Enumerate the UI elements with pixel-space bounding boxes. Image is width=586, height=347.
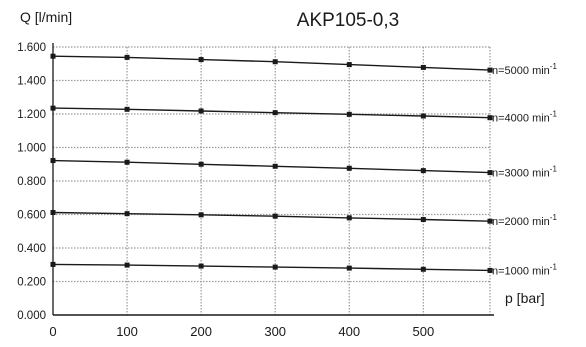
y-tick-label: 1.600 [17,42,46,54]
series-label: n=4000 min-1 [492,110,557,125]
data-point [50,261,56,267]
data-point [50,53,56,59]
series-label: n=1000 min-1 [492,262,557,277]
data-point [487,67,493,73]
series-label: n=2000 min-1 [492,213,557,228]
data-point [198,263,204,269]
data-point [272,59,278,65]
data-point [124,211,130,217]
y-tick-label: 1.400 [17,76,46,88]
y-tick-label: 0.000 [17,310,46,322]
data-point [420,217,426,223]
x-tick-label: 300 [264,324,286,339]
data-point [124,54,130,60]
data-point [346,62,352,68]
data-point [420,64,426,70]
x-axis-label: p [bar] [505,290,545,306]
data-point [420,168,426,174]
y-tick-label: 0.400 [17,243,46,255]
series-lines [50,53,493,273]
data-point [346,165,352,171]
tick-labels: 0.000 0.200 0.400 0.600 0.800 1.000 1.200 1.400… [17,42,434,339]
y-tick-label: 0.600 [17,210,46,222]
data-point [487,267,493,273]
x-tick-label: 500 [412,324,434,339]
data-point [272,163,278,169]
grid-lines [53,46,491,315]
data-point [198,161,204,167]
data-point [198,212,204,218]
data-point [487,170,493,176]
axes [52,43,494,316]
data-point [487,115,493,121]
x-tick-label: 100 [116,324,138,339]
y-axis-label: Q [l/min] [20,9,72,25]
data-point [487,218,493,224]
data-point [50,158,56,164]
data-point [420,113,426,119]
data-point [346,265,352,271]
series-label: n=5000 min-1 [492,62,557,77]
data-point [124,106,130,112]
data-point [124,159,130,165]
series-label: n=3000 min-1 [492,165,557,180]
y-tick-label: 0.200 [17,277,46,289]
data-point [198,57,204,63]
data-point [420,266,426,272]
y-tick-label: 1.000 [17,143,46,155]
data-point [272,110,278,116]
data-point [50,105,56,111]
x-tick-label: 200 [190,324,212,339]
x-tick-label: 400 [338,324,360,339]
chart-title: AKP105-0,3 [297,10,399,31]
x-tick-label: 0 [49,324,56,339]
data-point [346,111,352,117]
data-point [124,262,130,268]
data-point [272,213,278,219]
data-point [272,264,278,270]
y-tick-label: 1.200 [17,109,46,121]
data-point [198,108,204,114]
y-tick-label: 0.800 [17,176,46,188]
data-point [50,209,56,215]
data-point [346,215,352,221]
series-labels: n=5000 min-1 n=4000 min-1 n=3000 min-1 n=20… [492,62,557,277]
